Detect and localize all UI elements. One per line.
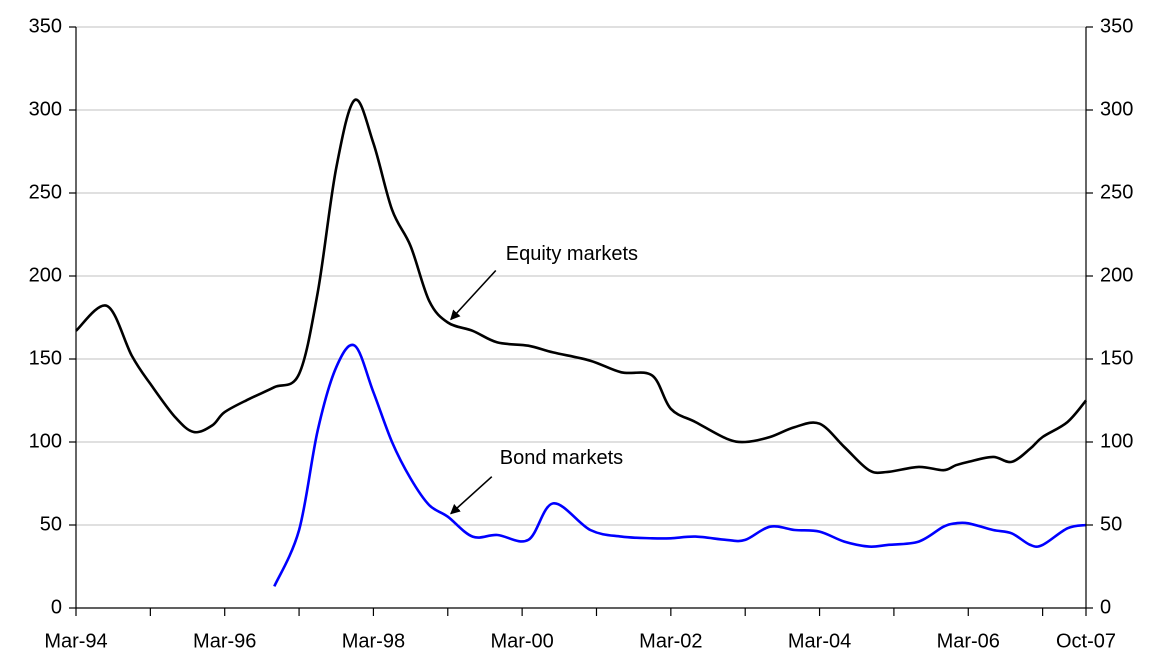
x-tick-label: Mar-02	[639, 630, 702, 652]
x-tick-label: Mar-04	[788, 630, 851, 652]
x-tick-label: Mar-94	[44, 630, 107, 652]
x-tick-label: Oct-07	[1056, 630, 1116, 652]
x-tick-label: Mar-98	[342, 630, 405, 652]
y-tick-label: 150	[29, 347, 62, 369]
y-tick-label: 50	[40, 513, 62, 535]
lines	[75, 98, 1087, 587]
x-tick-label: Mar-06	[937, 630, 1000, 652]
series-line	[273, 343, 1087, 587]
labels: 0 50 100 150 200 250 300 350 0 50 100 150 200 250 300 3…	[29, 15, 1134, 652]
y2-tick-label: 250	[1100, 181, 1133, 203]
series-line	[75, 98, 1087, 475]
y-tick-label: 200	[29, 264, 62, 286]
y-tick-label: 300	[29, 98, 62, 120]
axes	[69, 26, 1093, 616]
y2-tick-label: 0	[1100, 596, 1111, 618]
y-tick-label: 250	[29, 181, 62, 203]
x-tick-label: Mar-96	[193, 630, 256, 652]
y-tick-label: 100	[29, 430, 62, 452]
annotation: Bond markets	[500, 447, 623, 469]
y2-tick-label: 300	[1100, 98, 1133, 120]
annotation-arrow	[450, 476, 493, 515]
y2-tick-label: 350	[1100, 15, 1133, 37]
annotation: Equity markets	[506, 243, 638, 265]
y2-tick-label: 100	[1100, 430, 1133, 452]
annotation-arrow	[450, 269, 497, 321]
y-tick-label: 0	[51, 596, 62, 618]
y-tick-label: 350	[29, 15, 62, 37]
y2-tick-label: 150	[1100, 347, 1133, 369]
grid	[76, 26, 1086, 609]
x-tick-label: Mar-00	[490, 630, 553, 652]
y2-tick-label: 200	[1100, 264, 1133, 286]
y2-tick-label: 50	[1100, 513, 1122, 535]
